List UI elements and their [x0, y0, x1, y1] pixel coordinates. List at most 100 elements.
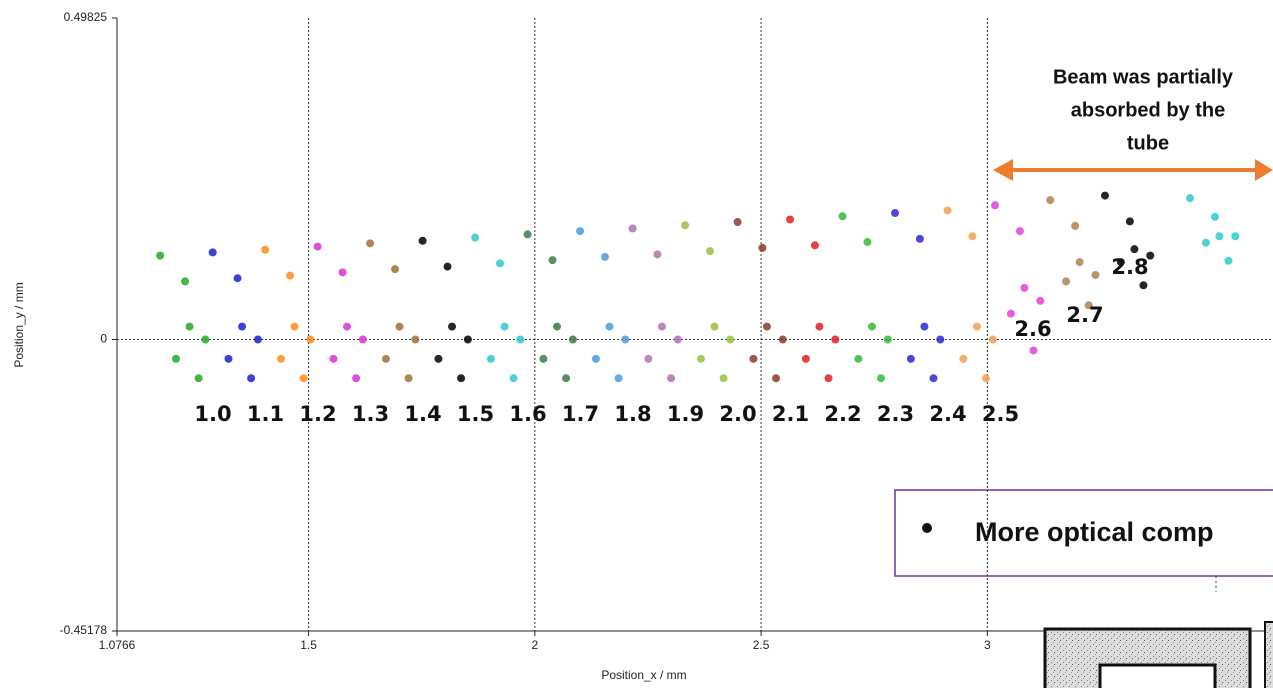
series-label: 1.2 — [299, 402, 336, 426]
point — [194, 374, 203, 383]
point — [156, 251, 165, 260]
point — [838, 212, 847, 221]
x-tick-label: 2 — [531, 638, 538, 652]
point — [1015, 227, 1024, 236]
point — [801, 354, 810, 363]
point — [1231, 232, 1240, 241]
point — [253, 335, 262, 344]
series-label: 2.2 — [824, 402, 861, 426]
point — [1036, 296, 1045, 305]
point — [562, 374, 571, 383]
point — [621, 335, 630, 344]
point — [276, 354, 285, 363]
inset-image-inner — [1098, 663, 1217, 688]
series-label: 1.3 — [352, 402, 389, 426]
point — [705, 247, 714, 256]
point — [1224, 256, 1233, 265]
point — [959, 354, 968, 363]
point — [972, 322, 981, 331]
point — [172, 354, 181, 363]
series-label: 1.4 — [404, 402, 441, 426]
annotation-line: tube — [1127, 132, 1169, 154]
point — [867, 322, 876, 331]
point — [1084, 301, 1093, 310]
series-label: 1.0 — [194, 402, 231, 426]
point — [404, 374, 413, 383]
point — [1071, 221, 1080, 230]
point — [457, 374, 466, 383]
point — [719, 374, 728, 383]
point — [824, 374, 833, 383]
point — [681, 221, 690, 230]
y-tick-label: -0.45178 — [60, 623, 108, 637]
point — [749, 354, 758, 363]
series-label: 1.7 — [562, 402, 599, 426]
annotation-line: Beam was partially — [1053, 66, 1234, 88]
point — [673, 335, 682, 344]
point — [338, 268, 347, 277]
point — [906, 354, 915, 363]
point — [1215, 232, 1224, 241]
point — [366, 239, 375, 248]
series-label: 1.8 — [614, 402, 651, 426]
series-label: 1.5 — [457, 402, 494, 426]
point — [306, 335, 315, 344]
series-label: 1.9 — [667, 402, 704, 426]
point — [395, 322, 404, 331]
series-label: 2.0 — [719, 402, 756, 426]
point — [290, 322, 299, 331]
box-note: More optical comp — [975, 517, 1214, 547]
point — [929, 374, 938, 383]
x-axis-label: Position_x / mm — [601, 668, 686, 682]
point — [500, 322, 509, 331]
y-tick-label: 0 — [100, 332, 107, 346]
point — [915, 234, 924, 243]
point — [224, 354, 233, 363]
point — [553, 322, 562, 331]
point — [1020, 283, 1029, 292]
point — [786, 215, 795, 224]
point — [391, 265, 400, 274]
y-tick-label: 0.49825 — [64, 10, 108, 24]
point — [778, 335, 787, 344]
series-label: 2.8 — [1111, 255, 1148, 279]
point — [943, 206, 952, 215]
point — [185, 322, 194, 331]
point — [1029, 346, 1038, 355]
point — [614, 374, 623, 383]
point — [644, 354, 653, 363]
point — [448, 322, 457, 331]
point — [516, 335, 525, 344]
series-label: 1.1 — [247, 402, 284, 426]
point — [238, 322, 247, 331]
note-box — [894, 489, 1273, 577]
point — [471, 233, 480, 242]
point — [352, 374, 361, 383]
point — [936, 335, 945, 344]
point — [762, 322, 771, 331]
point — [891, 209, 900, 218]
point — [988, 335, 997, 344]
point — [411, 335, 420, 344]
annotation-line: absorbed by the — [1071, 99, 1225, 121]
point — [772, 374, 781, 383]
point — [299, 374, 308, 383]
point — [233, 274, 242, 283]
series-label: 2.7 — [1066, 303, 1103, 327]
point — [605, 322, 614, 331]
point — [710, 322, 719, 331]
point — [591, 354, 600, 363]
point — [329, 354, 338, 363]
point — [343, 322, 352, 331]
point — [539, 354, 548, 363]
point — [486, 354, 495, 363]
point — [1062, 277, 1071, 286]
point — [1091, 270, 1100, 279]
x-tick-label: 1.5 — [300, 638, 317, 652]
point — [600, 252, 609, 261]
point — [1116, 258, 1125, 267]
point — [758, 243, 767, 252]
point — [1006, 309, 1015, 318]
point — [261, 245, 270, 254]
